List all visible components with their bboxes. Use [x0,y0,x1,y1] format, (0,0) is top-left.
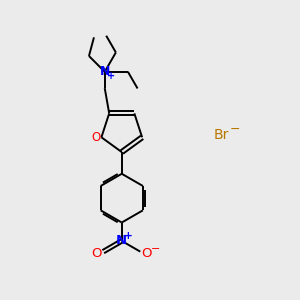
Text: +: + [124,231,133,241]
Text: −: − [151,244,160,254]
Text: −: − [230,123,240,136]
Text: N: N [116,235,127,248]
Text: Br: Br [214,128,229,142]
Text: +: + [106,71,115,81]
Text: O: O [142,247,152,260]
Text: N: N [100,65,110,78]
Text: O: O [92,131,101,144]
Text: O: O [92,247,102,260]
